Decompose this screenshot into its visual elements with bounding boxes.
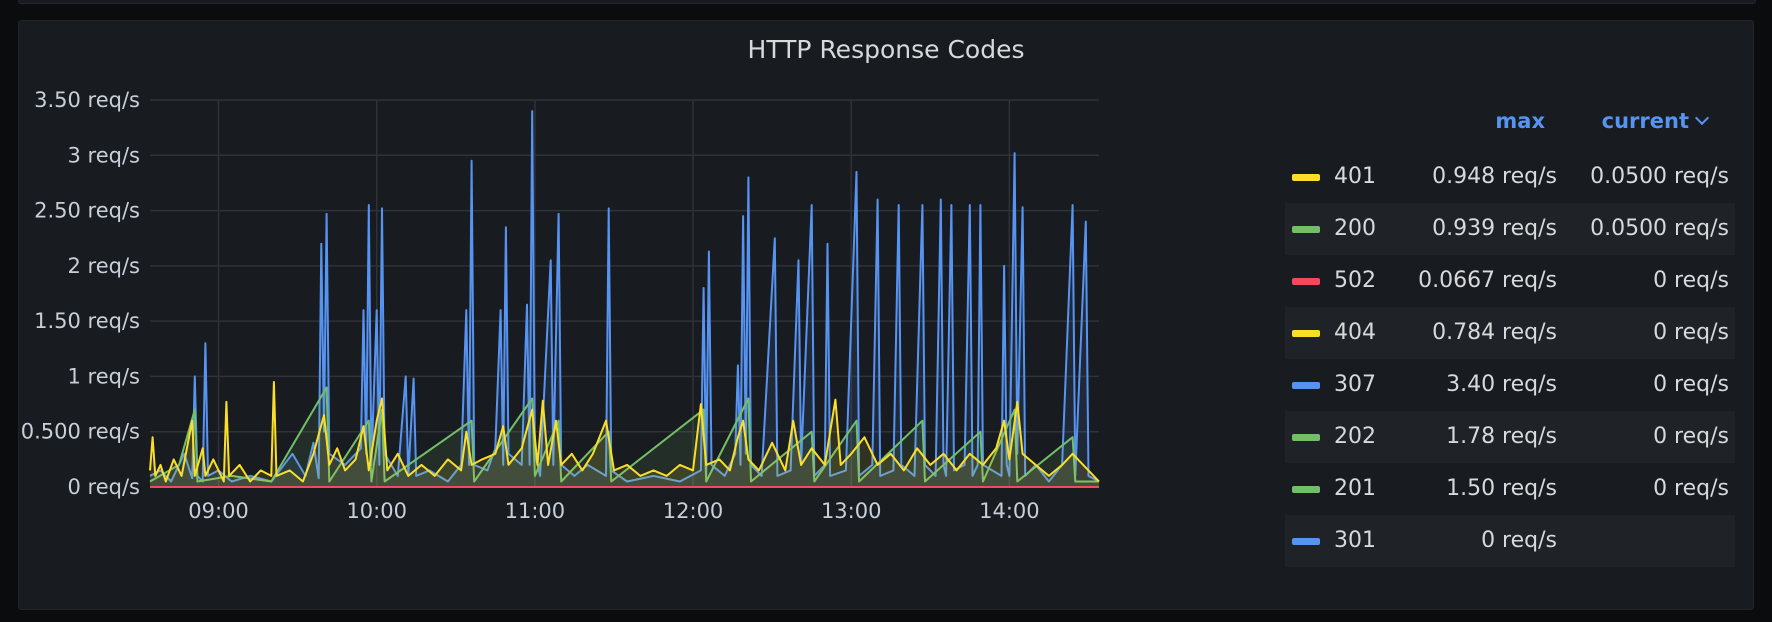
grid-lines xyxy=(150,99,1099,488)
series-color-swatch[interactable] xyxy=(1292,330,1320,337)
legend-series-name[interactable]: 404 xyxy=(1334,320,1376,345)
legend-series-name[interactable]: 502 xyxy=(1334,268,1376,293)
legend-max-value: 0 req/s xyxy=(1481,528,1557,553)
x-tick-label: 10:00 xyxy=(346,499,407,523)
legend-max-value: 1.50 req/s xyxy=(1446,476,1557,501)
series-area-307 xyxy=(150,111,1099,487)
x-tick-label: 12:00 xyxy=(663,499,724,523)
legend-current-value: 0 req/s xyxy=(1653,424,1729,449)
series-line-307[interactable] xyxy=(149,110,1100,483)
series-area-201 xyxy=(150,387,1099,487)
y-tick-label: 2 req/s xyxy=(68,254,140,278)
x-tick-label: 14:00 xyxy=(979,499,1040,523)
series-area-401 xyxy=(150,382,1099,487)
legend-item-404[interactable]: 404 0.784 req/s 0 req/s xyxy=(1285,307,1735,359)
y-axis: 0 req/s 0.500 req/s 1 req/s 1.50 req/s 2 req… xyxy=(21,88,140,499)
legend-item-307[interactable]: 307 3.40 req/s 0 req/s xyxy=(1285,359,1735,411)
y-tick-label: 3.50 req/s xyxy=(34,88,140,112)
y-tick-label: 1 req/s xyxy=(68,364,140,388)
series-color-swatch[interactable] xyxy=(1292,174,1320,181)
y-tick-label: 2.50 req/s xyxy=(34,199,140,223)
legend-header: max current xyxy=(1285,101,1735,151)
legend-max-value: 0.0667 req/s xyxy=(1418,268,1557,293)
legend-rows: 401 0.948 req/s 0.0500 req/s 200 0.939 req/s… xyxy=(1285,151,1735,567)
series-color-swatch[interactable] xyxy=(1292,382,1320,389)
x-axis: 09:00 10:00 11:00 12:00 13:00 14:00 xyxy=(188,499,1039,523)
legend-series-name[interactable]: 307 xyxy=(1334,372,1376,397)
legend-current-value: 0.0500 req/s xyxy=(1590,164,1729,189)
legend-current-value: 0.0500 req/s xyxy=(1590,216,1729,241)
legend-sort-current[interactable]: current xyxy=(1602,109,1710,133)
legend-series-name[interactable]: 301 xyxy=(1334,528,1376,553)
series-color-swatch[interactable] xyxy=(1292,486,1320,493)
series-color-swatch[interactable] xyxy=(1292,226,1320,233)
legend-current-value: 0 req/s xyxy=(1653,372,1729,397)
legend-series-name[interactable]: 202 xyxy=(1334,424,1376,449)
y-tick-label: 1.50 req/s xyxy=(34,309,140,333)
y-tick-label: 0 req/s xyxy=(68,475,140,499)
legend-series-name[interactable]: 200 xyxy=(1334,216,1376,241)
legend-max-value: 0.939 req/s xyxy=(1432,216,1557,241)
x-tick-label: 09:00 xyxy=(188,499,249,523)
legend-max-value: 0.784 req/s xyxy=(1432,320,1557,345)
series-color-swatch[interactable] xyxy=(1292,434,1320,441)
legend-item-502[interactable]: 502 0.0667 req/s 0 req/s xyxy=(1285,255,1735,307)
chevron-down-icon xyxy=(1694,110,1710,126)
legend-item-201[interactable]: 201 1.50 req/s 0 req/s xyxy=(1285,463,1735,515)
x-tick-label: 11:00 xyxy=(505,499,566,523)
legend-item-202[interactable]: 202 1.78 req/s 0 req/s xyxy=(1285,411,1735,463)
panel-title[interactable]: HTTP Response Codes xyxy=(747,35,1025,64)
legend-item-401[interactable]: 401 0.948 req/s 0.0500 req/s xyxy=(1285,151,1735,203)
legend-table: max current 401 0.948 req/s 0.0500 req/s 20… xyxy=(1285,101,1735,567)
series-color-swatch[interactable] xyxy=(1292,538,1320,545)
series-color-swatch[interactable] xyxy=(1292,278,1320,285)
legend-max-value: 3.40 req/s xyxy=(1446,372,1557,397)
legend-current-value: 0 req/s xyxy=(1653,476,1729,501)
chart-area: 0 req/s 0.500 req/s 1 req/s 1.50 req/s 2 req… xyxy=(21,88,1100,523)
previous-panel-edge xyxy=(18,0,1756,4)
legend-current-value: 0 req/s xyxy=(1653,320,1729,345)
legend-series-name[interactable]: 201 xyxy=(1334,476,1376,501)
legend-series-name[interactable]: 401 xyxy=(1334,164,1376,189)
x-tick-label: 13:00 xyxy=(821,499,882,523)
series-group xyxy=(149,110,1100,488)
legend-max-value: 0.948 req/s xyxy=(1432,164,1557,189)
legend-item-301[interactable]: 301 0 req/s xyxy=(1285,515,1735,567)
http-response-codes-panel: HTTP Response Codes 0 req/s 0.500 req/s 1 … xyxy=(18,20,1754,610)
legend-item-200[interactable]: 200 0.939 req/s 0.0500 req/s xyxy=(1285,203,1735,255)
y-tick-label: 0.500 req/s xyxy=(21,420,140,444)
series-line-401[interactable] xyxy=(149,381,1100,483)
y-tick-label: 3 req/s xyxy=(68,143,140,167)
legend-max-value: 1.78 req/s xyxy=(1446,424,1557,449)
legend-current-value: 0 req/s xyxy=(1653,268,1729,293)
legend-sort-max[interactable]: max xyxy=(1495,109,1545,133)
